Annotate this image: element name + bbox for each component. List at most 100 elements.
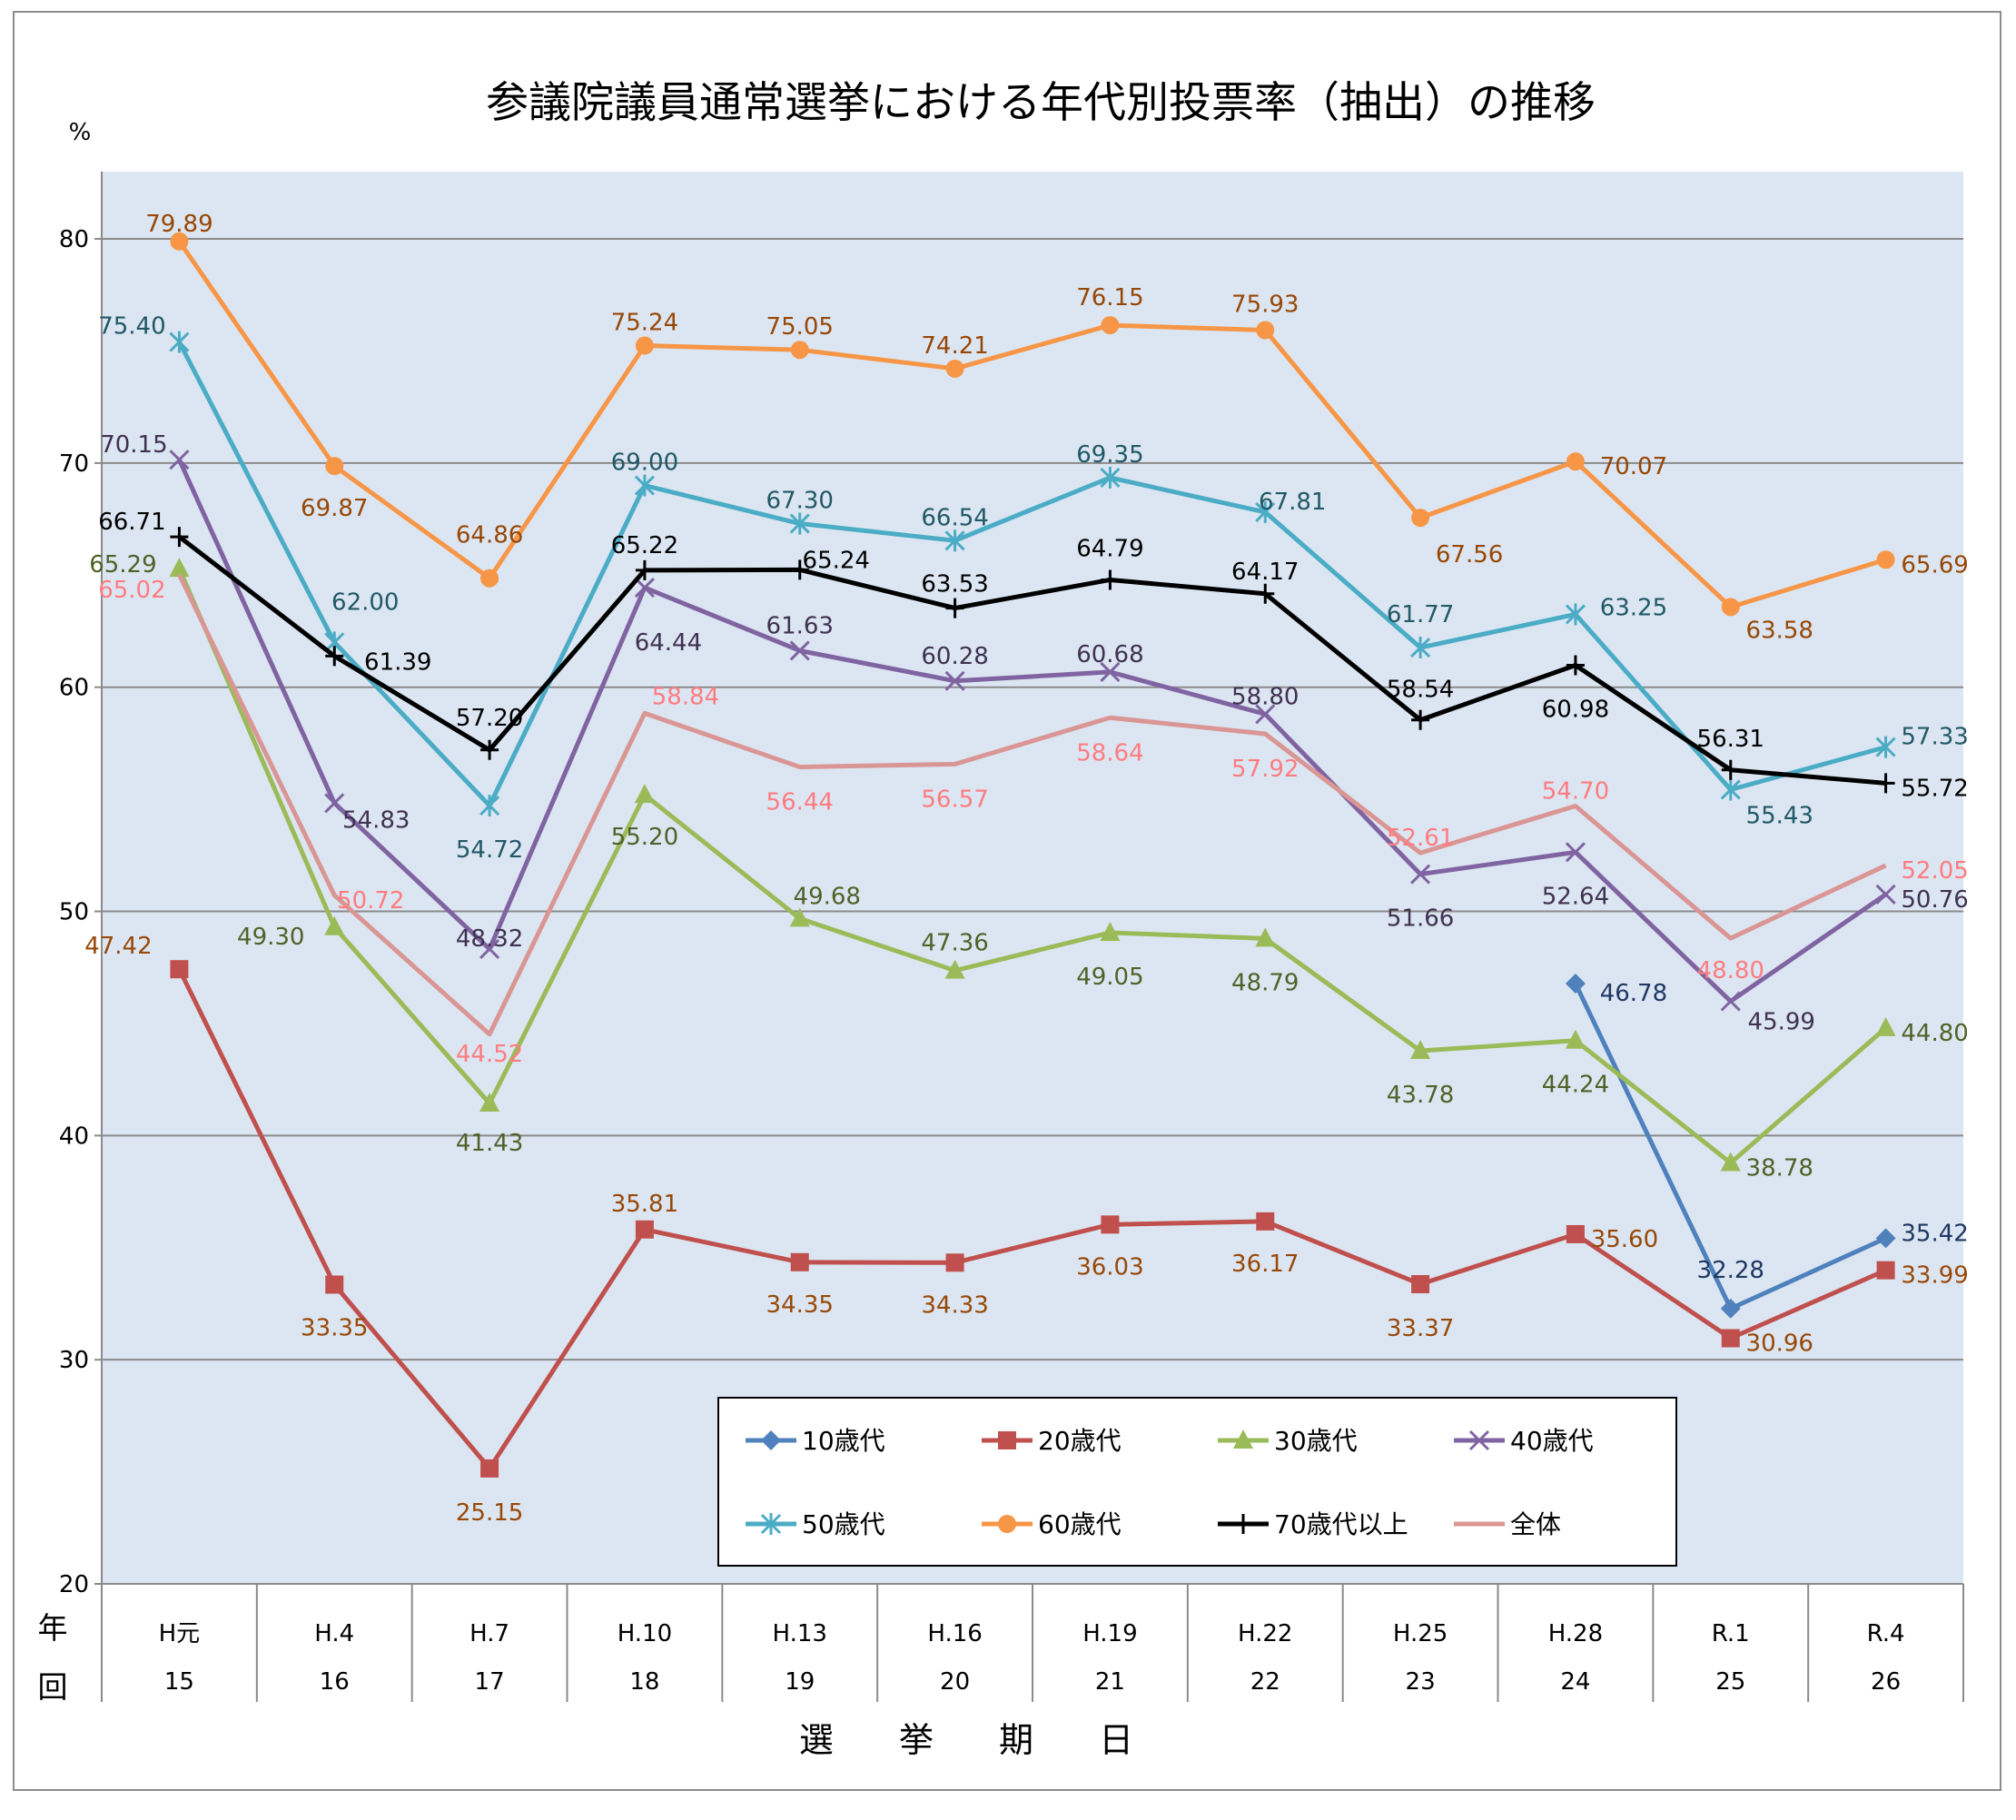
data-label: 52.64 — [1542, 883, 1609, 910]
data-label: 41.43 — [456, 1130, 523, 1157]
data-point — [325, 1275, 344, 1294]
data-point — [1875, 736, 1896, 758]
data-point — [1876, 773, 1895, 794]
data-point — [945, 359, 964, 378]
chart-frame: 参議院議員通常選挙における年代別投票率（抽出）の推移 % 20 30 40 50 60 7… — [13, 11, 2001, 1791]
data-label: 51.66 — [1387, 905, 1454, 933]
data-point — [169, 331, 190, 353]
series-7 — [170, 527, 1895, 794]
series-line — [177, 568, 1888, 1165]
data-point — [325, 457, 344, 476]
data-point — [790, 341, 809, 360]
series-8 — [177, 573, 1887, 1037]
y-tick-label: 80 — [59, 226, 89, 253]
data-label: 58.84 — [652, 683, 719, 710]
data-label: 54.72 — [456, 836, 523, 864]
chart-svg: 参議院議員通常選挙における年代別投票率（抽出）の推移 % 20 30 40 50 60 7… — [38, 78, 1969, 1760]
legend-label: 10歳代 — [802, 1426, 885, 1456]
legend-marker — [760, 1513, 782, 1535]
data-label: 50.76 — [1901, 886, 1968, 914]
series-4 — [169, 450, 1896, 1012]
data-label: 70.15 — [100, 431, 167, 459]
x-round-label: 16 — [320, 1668, 350, 1696]
legend-label: 60歳代 — [1038, 1509, 1122, 1539]
data-point — [1410, 1040, 1431, 1060]
data-point — [1256, 1212, 1275, 1231]
series-line — [177, 341, 1887, 808]
data-label: 35.42 — [1901, 1220, 1968, 1247]
data-point — [1411, 1274, 1430, 1293]
data-point — [1720, 778, 1741, 801]
data-label: 58.80 — [1231, 683, 1299, 710]
data-label: 34.33 — [921, 1291, 988, 1319]
x-category-label: H.4 — [314, 1620, 354, 1647]
data-point — [1255, 704, 1276, 725]
data-label: 75.93 — [1231, 292, 1299, 319]
data-point — [634, 474, 655, 497]
legend-marker — [998, 1515, 1016, 1533]
legend-item-3: 30歳代 — [1218, 1426, 1358, 1456]
data-label: 44.80 — [1901, 1020, 1968, 1047]
data-point — [790, 1252, 809, 1271]
legend-marker — [1233, 1429, 1253, 1449]
data-label: 36.03 — [1076, 1253, 1143, 1281]
legend-marker — [1468, 1429, 1490, 1451]
legend-label: 40歳代 — [1510, 1426, 1594, 1456]
round-row-label: 回 — [38, 1669, 68, 1705]
data-point — [1721, 1329, 1740, 1348]
data-label: 65.22 — [611, 532, 678, 559]
x-round-label: 26 — [1871, 1668, 1901, 1696]
data-label: 67.30 — [766, 488, 834, 515]
data-label: 65.24 — [803, 547, 870, 574]
data-point — [789, 512, 810, 535]
data-label: 61.39 — [364, 648, 431, 676]
data-label: 45.99 — [1748, 1009, 1815, 1036]
legend-label: 50歳代 — [802, 1509, 885, 1539]
data-label: 47.42 — [84, 933, 152, 960]
data-label: 64.86 — [456, 522, 523, 549]
year-row-label: 年 — [38, 1610, 68, 1646]
data-label: 52.61 — [1387, 825, 1454, 852]
series-5 — [169, 331, 1896, 817]
data-label: 63.25 — [1600, 594, 1667, 621]
legend-item-7: 70歳代以上 — [1218, 1509, 1408, 1539]
data-label: 74.21 — [921, 332, 988, 360]
plot-background — [102, 172, 1963, 1584]
data-label: 32.28 — [1697, 1257, 1764, 1284]
data-point — [479, 1093, 500, 1113]
data-point — [170, 527, 189, 548]
data-point — [1101, 1215, 1120, 1234]
data-point — [945, 598, 964, 618]
x-round-label: 19 — [785, 1668, 815, 1696]
legend-box — [717, 1397, 1677, 1567]
data-point — [324, 793, 345, 814]
data-point — [1256, 583, 1275, 604]
data-label: 57.20 — [456, 705, 523, 732]
data-label: 60.68 — [1076, 641, 1143, 668]
data-label: 46.78 — [1600, 980, 1667, 1007]
data-label: 62.00 — [331, 589, 399, 616]
data-point — [1565, 1029, 1586, 1049]
data-point — [170, 232, 189, 251]
data-point — [1411, 709, 1430, 730]
data-point — [1566, 1224, 1585, 1243]
data-label: 25.15 — [456, 1499, 523, 1527]
series-3 — [169, 558, 1896, 1172]
series-line — [177, 968, 1887, 1471]
legend-marker — [761, 1430, 781, 1450]
data-label: 61.77 — [1387, 601, 1454, 628]
data-point — [1876, 1261, 1895, 1280]
data-point — [1566, 452, 1585, 471]
data-label: 48.79 — [1231, 969, 1299, 996]
data-point — [635, 559, 654, 580]
data-label: 57.92 — [1231, 756, 1299, 783]
data-point — [1565, 974, 1586, 994]
data-label: 75.24 — [611, 310, 678, 337]
data-label: 33.99 — [1901, 1262, 1968, 1290]
data-point — [1720, 1152, 1741, 1172]
data-point — [480, 1459, 499, 1478]
x-round-label: 15 — [164, 1668, 194, 1696]
x-category-label: H.7 — [469, 1620, 509, 1647]
data-label: 75.40 — [98, 313, 165, 341]
data-label: 69.87 — [301, 495, 368, 522]
